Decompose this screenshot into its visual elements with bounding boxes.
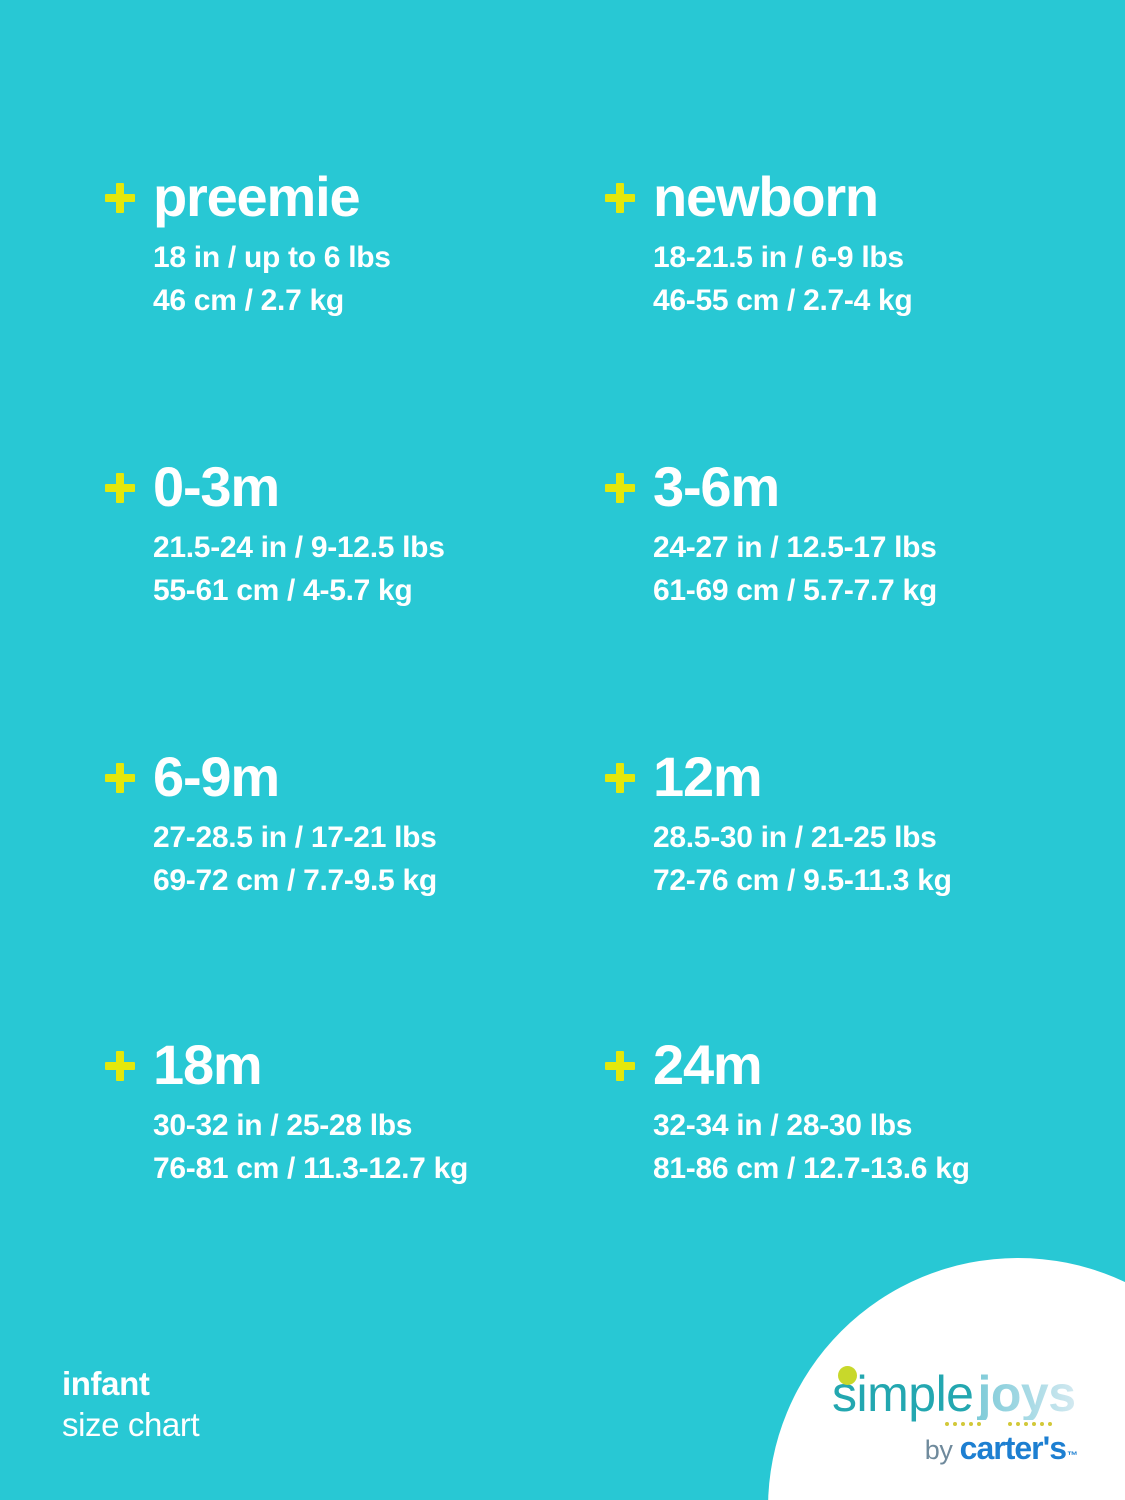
size-label: 3-6m <box>653 455 780 518</box>
plus-icon <box>605 473 635 503</box>
trademark-symbol: ™ <box>1067 1450 1078 1462</box>
plus-icon <box>105 763 135 793</box>
size-line-imperial: 18-21.5 in / 6-9 lbs <box>653 241 904 274</box>
size-card-header: 24m <box>605 1028 1105 1102</box>
logo-dot-strip-left-icon <box>945 1422 981 1426</box>
size-line-imperial: 28.5-30 in / 21-25 lbs <box>653 821 937 854</box>
size-line-metric: 81-86 cm / 12.7-13.6 kg <box>653 1152 970 1185</box>
size-label: newborn <box>653 165 879 228</box>
size-card: 6-9m 27-28.5 in / 17-21 lbs 69-72 cm / 7.7… <box>105 740 605 902</box>
plus-icon <box>605 1051 635 1081</box>
size-line-metric: 61-69 cm / 5.7-7.7 kg <box>653 574 937 607</box>
size-line-metric: 72-76 cm / 9.5-11.3 kg <box>653 864 952 897</box>
size-measurements: 18-21.5 in / 6-9 lbs 46-55 cm / 2.7-4 kg <box>653 236 1105 322</box>
plus-icon <box>105 1051 135 1081</box>
plus-icon <box>105 183 135 213</box>
size-card: 12m 28.5-30 in / 21-25 lbs 72-76 cm / 9.5-… <box>605 740 1105 902</box>
size-line-metric: 46 cm / 2.7 kg <box>153 284 344 317</box>
plus-icon <box>605 183 635 213</box>
size-label: preemie <box>153 165 361 228</box>
size-measurements: 18 in / up to 6 lbs 46 cm / 2.7 kg <box>153 236 605 322</box>
footer-caption-subtitle: size chart <box>62 1406 200 1443</box>
simple-joys-logo: simple joys by carter's ™ <box>832 1368 1082 1468</box>
size-chart-grid: preemie 18 in / up to 6 lbs 46 cm / 2.7 kg… <box>105 160 1105 1190</box>
logo-word-carters: carter's <box>959 1430 1067 1466</box>
size-card: newborn 18-21.5 in / 6-9 lbs 46-55 cm / 2.… <box>605 160 1105 322</box>
size-card-header: 18m <box>105 1028 605 1102</box>
size-card: 3-6m 24-27 in / 12.5-17 lbs 61-69 cm / 5.7… <box>605 450 1105 612</box>
size-card-header: 0-3m <box>105 450 605 524</box>
size-line-imperial: 27-28.5 in / 17-21 lbs <box>153 821 437 854</box>
size-line-imperial: 18 in / up to 6 lbs <box>153 241 391 274</box>
logo-word-by: by <box>924 1435 953 1465</box>
size-card-header: 12m <box>605 740 1105 814</box>
size-card-header: 6-9m <box>105 740 605 814</box>
size-line-metric: 69-72 cm / 7.7-9.5 kg <box>153 864 437 897</box>
size-card: preemie 18 in / up to 6 lbs 46 cm / 2.7 kg <box>105 160 605 322</box>
size-label: 6-9m <box>153 745 280 808</box>
footer-caption: infant size chart <box>62 1364 200 1446</box>
size-card: 0-3m 21.5-24 in / 9-12.5 lbs 55-61 cm / 4-… <box>105 450 605 612</box>
plus-icon <box>105 473 135 503</box>
logo-word-joys: joys <box>977 1366 1076 1422</box>
size-card: 24m 32-34 in / 28-30 lbs 81-86 cm / 12.7-1… <box>605 1028 1105 1190</box>
size-line-metric: 55-61 cm / 4-5.7 kg <box>153 574 413 607</box>
size-line-imperial: 24-27 in / 12.5-17 lbs <box>653 531 937 564</box>
size-label: 24m <box>653 1033 763 1096</box>
size-line-imperial: 21.5-24 in / 9-12.5 lbs <box>153 531 445 564</box>
size-line-imperial: 32-34 in / 28-30 lbs <box>653 1109 913 1142</box>
size-label: 12m <box>653 745 763 808</box>
logo-byline: by carter's ™ <box>832 1430 1082 1467</box>
size-measurements: 21.5-24 in / 9-12.5 lbs 55-61 cm / 4-5.7 … <box>153 526 605 612</box>
size-measurements: 32-34 in / 28-30 lbs 81-86 cm / 12.7-13.6… <box>653 1104 1105 1190</box>
size-measurements: 27-28.5 in / 17-21 lbs 69-72 cm / 7.7-9.5… <box>153 816 605 902</box>
size-measurements: 30-32 in / 25-28 lbs 76-81 cm / 11.3-12.7… <box>153 1104 605 1190</box>
size-measurements: 24-27 in / 12.5-17 lbs 61-69 cm / 5.7-7.7… <box>653 526 1105 612</box>
size-card: 18m 30-32 in / 25-28 lbs 76-81 cm / 11.3-1… <box>105 1028 605 1190</box>
size-card-header: 3-6m <box>605 450 1105 524</box>
joys-dot-icon <box>838 1366 857 1385</box>
size-label: 0-3m <box>153 455 280 518</box>
size-card-header: newborn <box>605 160 1105 234</box>
size-card-header: preemie <box>105 160 605 234</box>
size-line-metric: 76-81 cm / 11.3-12.7 kg <box>153 1152 468 1185</box>
footer-caption-title: infant <box>62 1365 150 1402</box>
size-measurements: 28.5-30 in / 21-25 lbs 72-76 cm / 9.5-11.… <box>653 816 1105 902</box>
logo-wordmark: simple joys <box>832 1368 1082 1424</box>
size-line-metric: 46-55 cm / 2.7-4 kg <box>653 284 913 317</box>
plus-icon <box>605 763 635 793</box>
size-label: 18m <box>153 1033 263 1096</box>
size-line-imperial: 30-32 in / 25-28 lbs <box>153 1109 413 1142</box>
logo-dot-strip-right-icon <box>1008 1422 1052 1426</box>
